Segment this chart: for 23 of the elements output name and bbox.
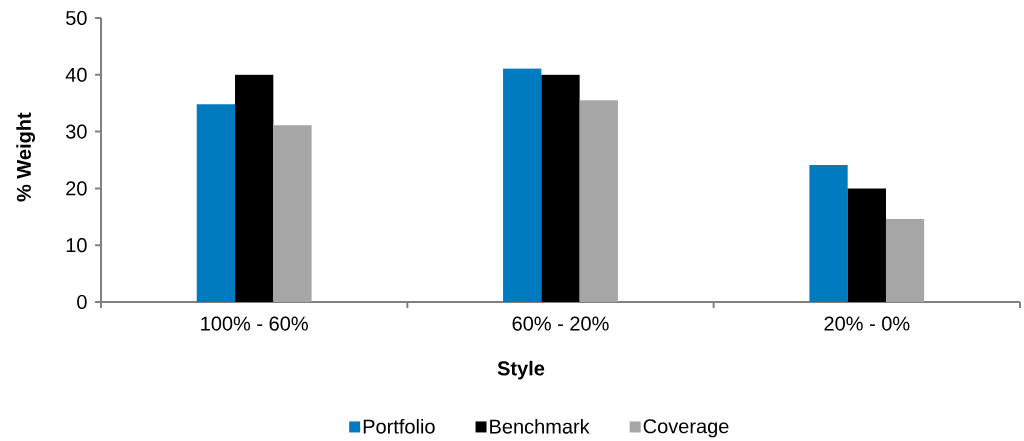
x-tick-label: 100% - 60% — [201, 316, 308, 331]
y-tick-label: 10 — [66, 238, 87, 253]
legend-label: Portfolio — [363, 418, 435, 434]
x-axis-title: Style — [497, 360, 545, 380]
legend-label: Benchmark — [490, 418, 590, 434]
bar — [196, 104, 236, 302]
legend-label: Coverage — [643, 419, 729, 438]
y-axis-title: % Weight — [16, 112, 36, 202]
bar — [273, 125, 312, 302]
bar — [541, 74, 580, 302]
y-tick-label: 30 — [66, 124, 87, 139]
bar — [579, 100, 618, 302]
bar — [809, 165, 848, 302]
bar — [885, 219, 925, 302]
x-tick-label: 60% - 20% — [512, 316, 609, 331]
y-tick-label: 20 — [66, 181, 87, 196]
bar — [235, 74, 274, 302]
bar — [847, 188, 886, 302]
y-tick-label: 40 — [65, 67, 87, 82]
x-tick-label: 20% - 0% — [824, 316, 910, 331]
y-tick-label: 0 — [77, 294, 87, 310]
y-tick-label: 50 — [66, 10, 87, 26]
bar — [503, 68, 542, 302]
